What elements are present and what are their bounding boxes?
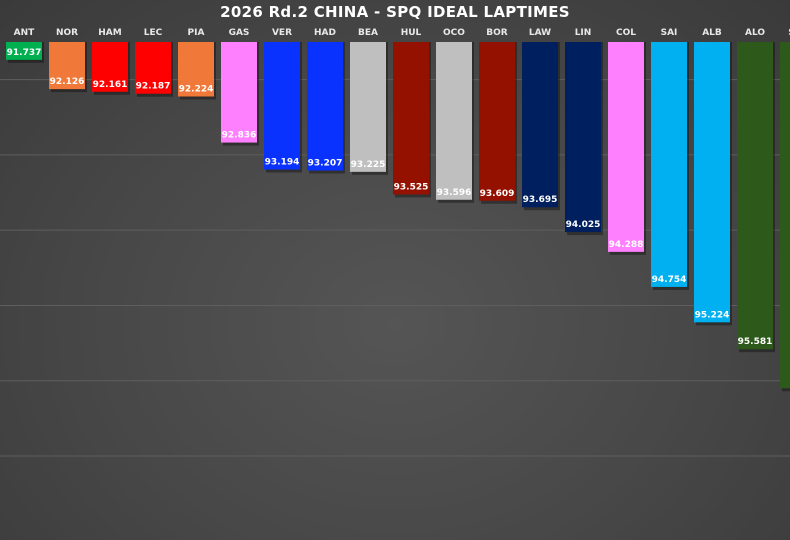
category-label: LIN	[575, 28, 592, 38]
category-label: LAW	[529, 28, 551, 38]
category-label: VER	[272, 28, 292, 38]
category-label: BOR	[486, 28, 508, 38]
data-label: 93.225	[351, 160, 386, 170]
data-label: 92.836	[222, 131, 257, 141]
bar-pia	[178, 42, 214, 97]
category-label: HAM	[98, 28, 121, 38]
data-label: 93.525	[394, 182, 429, 192]
category-label: ANT	[14, 28, 35, 38]
data-label: 92.126	[50, 77, 85, 87]
data-label: 93.596	[437, 188, 472, 198]
category-label: NOR	[56, 28, 78, 38]
data-label: 93.695	[523, 195, 558, 205]
bar-ver	[264, 42, 300, 170]
category-label: BEA	[358, 28, 378, 38]
data-label: 92.161	[93, 80, 128, 90]
category-label: PIA	[188, 28, 205, 38]
bar-oco	[436, 42, 472, 200]
category-label: COL	[616, 28, 636, 38]
data-label: 95.224	[695, 310, 730, 320]
bar-str	[780, 42, 790, 389]
data-label: 92.224	[179, 84, 214, 94]
category-label: GAS	[229, 28, 250, 38]
data-label: 93.194	[265, 158, 300, 168]
data-label: 92.187	[136, 82, 171, 92]
bar-bor	[479, 42, 515, 201]
bar-hul	[393, 42, 429, 195]
bar-lec	[135, 42, 171, 94]
category-label: ALB	[702, 28, 722, 38]
category-label: HAD	[314, 28, 336, 38]
bar-had	[307, 42, 343, 171]
data-label: 94.754	[652, 275, 687, 285]
data-label: 95.581	[738, 337, 773, 347]
bar-lin	[565, 42, 601, 233]
category-label: LEC	[144, 28, 163, 38]
data-label: 93.207	[308, 158, 343, 168]
category-label: OCO	[443, 28, 465, 38]
bar-alb	[694, 42, 730, 323]
category-label: HUL	[401, 28, 422, 38]
bar-ham	[92, 42, 128, 92]
data-label: 91.737	[7, 48, 42, 58]
bar-col	[608, 42, 644, 252]
category-label: SAI	[661, 28, 678, 38]
chart-title: 2026 Rd.2 CHINA - SPQ IDEAL LAPTIMES	[220, 3, 570, 21]
category-label: STR	[788, 28, 790, 38]
bar-sai	[651, 42, 687, 287]
bar-gas	[221, 42, 257, 143]
data-label: 93.609	[480, 189, 515, 199]
bar-nor	[49, 42, 85, 90]
bar-alo	[737, 42, 773, 350]
bar-ant	[6, 42, 42, 60]
bar-law	[522, 42, 558, 208]
data-label: 94.288	[609, 240, 644, 250]
data-label: 94.025	[566, 220, 601, 230]
bar-bea	[350, 42, 386, 172]
category-label: ALO	[745, 28, 765, 38]
